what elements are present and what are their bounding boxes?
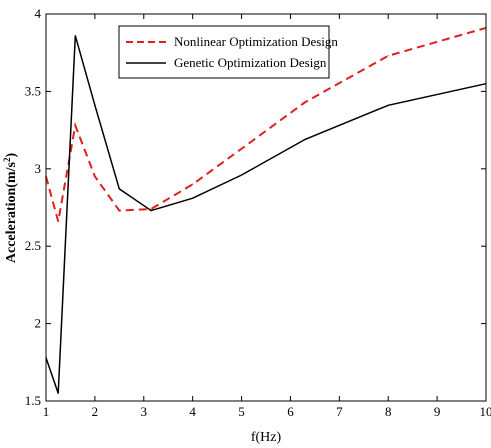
plot-frame [45, 13, 487, 402]
x-tick-label: 7 [336, 404, 343, 419]
y-tick-label: 1.5 [25, 393, 41, 408]
y-tick-label: 4 [35, 6, 42, 21]
data-point [387, 104, 389, 106]
data-point [74, 124, 76, 127]
x-tick-label: 3 [141, 404, 148, 419]
data-point [118, 209, 120, 212]
x-axis-title: f(Hz) [251, 430, 282, 445]
data-point [304, 138, 306, 140]
data-point [150, 208, 152, 210]
data-point [192, 183, 194, 185]
x-tick-label: 2 [92, 404, 99, 419]
x-tick-label: 9 [434, 404, 441, 419]
data-point [240, 148, 243, 150]
legend-label-nonlinear: Nonlinear Optimization Design [174, 34, 338, 49]
x-tick-label: 10 [480, 404, 491, 419]
x-tick-label: 5 [238, 404, 245, 419]
y-axis-title-superscript: 2 [2, 157, 12, 162]
y-axis-title-main: Acceleration(m/s [4, 162, 19, 264]
y-axis-title: Acceleration(m/s2) [2, 153, 19, 264]
data-point [150, 209, 152, 212]
y-tick-label: 3 [35, 161, 42, 176]
y-tick-label: 2 [35, 316, 42, 331]
y-axis-title-close: ) [4, 153, 19, 158]
data-point [118, 188, 120, 190]
data-point [74, 35, 76, 37]
data-point [387, 55, 389, 57]
legend-label-genetic: Genetic Optimization Design [174, 55, 327, 70]
data-point [240, 174, 243, 176]
x-tick-label: 1 [43, 404, 50, 419]
data-point [57, 392, 59, 394]
data-point [57, 220, 59, 223]
x-tick-label: 8 [385, 404, 392, 419]
x-tick-label: 4 [189, 404, 196, 419]
y-tick-label: 2.5 [25, 238, 41, 253]
legend-box [118, 25, 330, 79]
data-point [304, 101, 306, 103]
data-point [94, 175, 96, 178]
data-point [94, 104, 96, 106]
data-point [192, 197, 194, 199]
y-tick-label: 3.5 [25, 83, 41, 98]
x-tick-label: 6 [287, 404, 294, 419]
legend: Nonlinear Optimization Design Genetic Op… [118, 25, 338, 79]
tick-layer: 1 2 3 4 5 6 7 8 9 10 1.5 2 2.5 3 3.5 4 [25, 6, 491, 419]
